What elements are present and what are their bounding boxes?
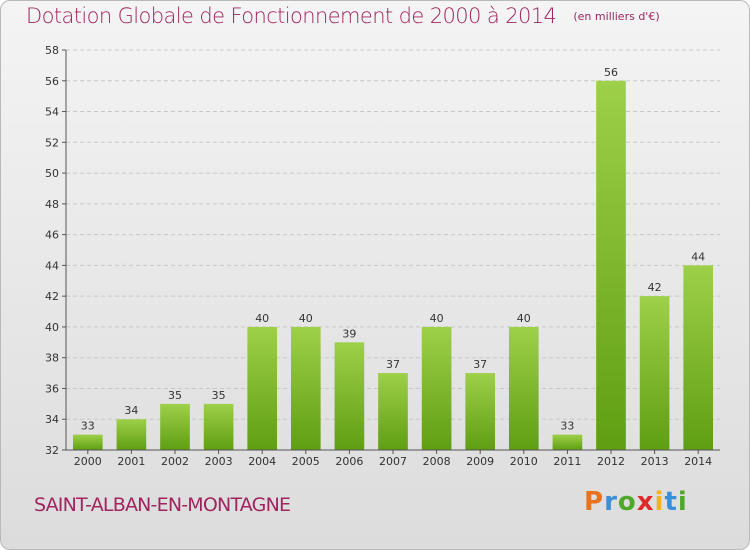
bar-2011 xyxy=(552,434,583,450)
grid-layer xyxy=(66,49,720,420)
y-tick-label: 52 xyxy=(45,136,59,149)
logo-letter: x xyxy=(636,487,655,517)
logo-letter: o xyxy=(617,487,637,517)
data-label-2009: 37 xyxy=(473,358,487,371)
x-tick-label-2006: 2006 xyxy=(335,455,363,468)
data-label-2003: 35 xyxy=(212,389,226,402)
x-tick-label-2004: 2004 xyxy=(248,455,276,468)
x-tick-label-2013: 2013 xyxy=(641,455,669,468)
bars-layer: 33 34 35 35 40 40 39 37 40 37 40 33 56 42 44 xyxy=(72,66,714,451)
x-tick-label-2007: 2007 xyxy=(379,455,407,468)
x-tick-label-2009: 2009 xyxy=(466,455,494,468)
y-tick-label: 42 xyxy=(45,290,59,303)
bar-2013 xyxy=(639,296,670,450)
x-tick-label-2008: 2008 xyxy=(423,455,451,468)
bar-2004 xyxy=(247,326,278,450)
y-tick-label: 56 xyxy=(45,75,59,88)
bar-2001 xyxy=(116,419,147,450)
bar-2003 xyxy=(203,403,234,450)
y-tick-label: 40 xyxy=(45,321,59,334)
data-label-2006: 39 xyxy=(342,327,356,340)
bar-2006 xyxy=(334,342,365,450)
proxiti-logo: Proxiti xyxy=(584,487,688,517)
data-label-2012: 56 xyxy=(604,66,618,79)
data-label-2013: 42 xyxy=(648,281,662,294)
data-label-2014: 44 xyxy=(691,250,705,263)
bar-2014 xyxy=(683,265,714,450)
chart-title-text: Dotation Globale de Fonctionnement de 20… xyxy=(26,4,557,28)
x-tick-label-2003: 2003 xyxy=(205,455,233,468)
logo-letter: t xyxy=(664,487,678,517)
y-tick-label: 54 xyxy=(45,106,59,119)
x-tick-label-2002: 2002 xyxy=(161,455,189,468)
bar-2012 xyxy=(596,80,626,451)
data-label-2000: 33 xyxy=(81,420,95,433)
y-tick-label: 36 xyxy=(45,382,59,395)
y-tick-label: 32 xyxy=(45,444,59,457)
x-tick-label-2001: 2001 xyxy=(117,455,145,468)
data-label-2001: 34 xyxy=(124,404,138,417)
y-tick-label: 38 xyxy=(45,352,59,365)
y-tick-label: 58 xyxy=(45,44,59,57)
x-tick-label-2005: 2005 xyxy=(292,455,320,468)
data-label-2011: 33 xyxy=(560,420,574,433)
y-tick-label: 46 xyxy=(45,229,59,242)
x-tick-label-2012: 2012 xyxy=(597,455,625,468)
logo-letter: i xyxy=(677,487,688,517)
y-tick-label: 34 xyxy=(45,413,59,426)
axis-layer: 32 34 36 38 40 42 44 46 48 50 52 54 56 58 2000 2001 2002… xyxy=(45,44,720,468)
bar-2005 xyxy=(290,326,321,450)
logo-letter: r xyxy=(604,487,618,517)
x-tick-label-2000: 2000 xyxy=(74,455,102,468)
chart-title: Dotation Globale de Fonctionnement de 20… xyxy=(26,4,660,28)
bar-2000 xyxy=(72,434,103,450)
data-label-2010: 40 xyxy=(517,312,531,325)
bar-2002 xyxy=(160,403,190,450)
bar-2008 xyxy=(421,326,452,450)
logo-letter: P xyxy=(584,487,605,517)
y-tick-label: 50 xyxy=(45,167,59,180)
data-label-2008: 40 xyxy=(430,312,444,325)
x-tick-label-2010: 2010 xyxy=(510,455,538,468)
bar-2010 xyxy=(508,326,539,450)
data-label-2007: 37 xyxy=(386,358,400,371)
unit-note: (en milliers d'€) xyxy=(573,10,660,23)
bar-2007 xyxy=(378,373,408,450)
data-label-2005: 40 xyxy=(299,312,313,325)
x-tick-label-2011: 2011 xyxy=(553,455,581,468)
data-label-2004: 40 xyxy=(255,312,269,325)
data-label-2002: 35 xyxy=(168,389,182,402)
x-tick-label-2014: 2014 xyxy=(684,455,712,468)
y-tick-label: 44 xyxy=(45,259,59,272)
logo-letter: i xyxy=(654,487,665,517)
bar-2009 xyxy=(465,373,496,450)
commune-name: SAINT-ALBAN-EN-MONTAGNE xyxy=(34,494,291,516)
y-tick-label: 48 xyxy=(45,198,59,211)
